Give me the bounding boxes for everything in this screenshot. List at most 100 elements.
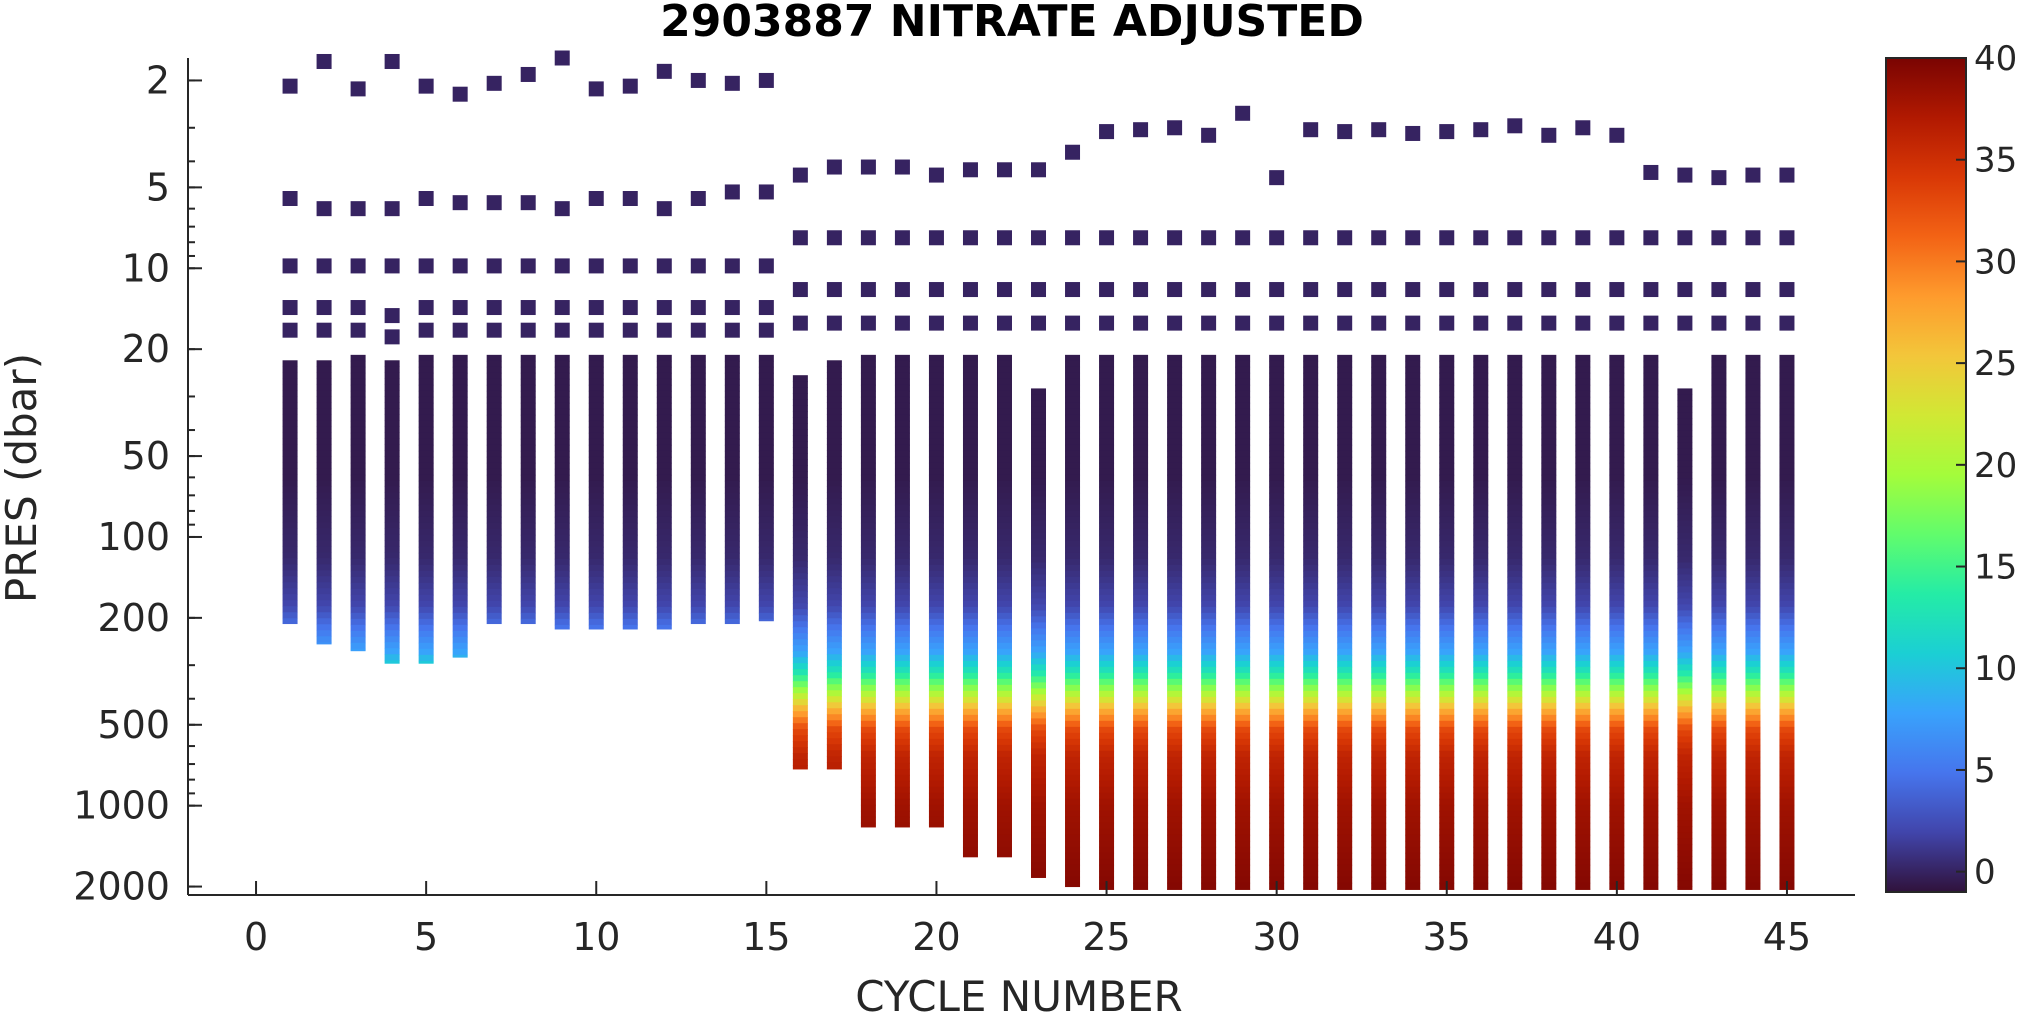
sample-marker	[962, 315, 978, 331]
profile-slice	[1745, 534, 1761, 542]
profile-slice	[1405, 474, 1421, 482]
profile-slice	[1065, 600, 1081, 608]
profile-slice	[1269, 834, 1285, 842]
profile-slice	[1541, 396, 1557, 404]
profile-slice	[350, 540, 366, 548]
profile-slice	[928, 756, 944, 764]
profile-slice	[1133, 624, 1149, 632]
profile-slice	[1473, 840, 1489, 848]
profile-slice	[826, 468, 842, 475]
sample-marker	[520, 66, 536, 82]
profile-slice	[1065, 708, 1081, 716]
profile-slice	[622, 576, 638, 584]
profile-slice	[1507, 804, 1523, 812]
profile-slice	[894, 558, 910, 566]
sample-marker	[656, 63, 672, 79]
profile-slice	[622, 480, 638, 488]
profile-slice	[384, 378, 400, 385]
profile-slice	[1065, 762, 1081, 770]
profile-slice	[350, 594, 366, 602]
profile-slice	[1133, 666, 1149, 674]
profile-slice	[792, 567, 808, 574]
profile-slice	[1473, 714, 1489, 722]
profile-slice	[1201, 552, 1217, 560]
profile-slice	[1439, 534, 1455, 542]
profile-slice	[1609, 678, 1625, 686]
profile-slice	[1065, 810, 1081, 818]
profile-slice	[1235, 564, 1251, 572]
profile-slice	[758, 510, 774, 518]
profile-slice	[1201, 708, 1217, 716]
profile-slice	[1269, 660, 1285, 668]
x-tick-label: 10	[572, 915, 620, 959]
sample-marker	[350, 258, 366, 274]
profile-slice	[1235, 408, 1251, 416]
profile-slice	[1337, 378, 1353, 386]
profile-slice	[928, 546, 944, 554]
profile-slice	[1507, 834, 1523, 842]
profile-slice	[1643, 852, 1659, 860]
profile-slice	[1507, 486, 1523, 494]
sample-marker	[1371, 122, 1387, 138]
profile-slice	[1643, 780, 1659, 788]
profile-slice	[1745, 540, 1761, 548]
profile-slice	[282, 360, 298, 367]
profile-slice	[1507, 660, 1523, 668]
profile-slice	[1779, 522, 1795, 530]
sample-marker	[758, 184, 774, 200]
profile-slice	[1677, 520, 1693, 527]
profile-slice	[1541, 720, 1557, 728]
profile-slice	[316, 372, 332, 379]
profile-slice	[1779, 420, 1795, 428]
profile-slice	[792, 573, 808, 580]
profile-cycle-43	[1711, 170, 1727, 890]
profile-slice	[384, 588, 400, 595]
profile-slice	[1269, 414, 1285, 422]
profile-slice	[1405, 528, 1421, 536]
profile-slice	[894, 546, 910, 554]
profile-slice	[1779, 744, 1795, 752]
profile-slice	[1201, 378, 1217, 386]
profile-slice	[962, 684, 978, 692]
profile-slice	[1473, 582, 1489, 590]
profile-slice	[826, 612, 842, 619]
profile-slice	[1099, 828, 1115, 836]
profile-slice	[1269, 630, 1285, 638]
profile-slice	[1031, 832, 1047, 839]
profile-slice	[1269, 420, 1285, 428]
profile-slice	[1643, 624, 1659, 632]
profile-slice	[928, 534, 944, 542]
profile-slice	[384, 474, 400, 481]
profile-slice	[1269, 720, 1285, 728]
profile-slice	[1031, 598, 1047, 605]
profile-slice	[1065, 690, 1081, 698]
profile-slice	[724, 528, 740, 536]
sample-marker	[1235, 315, 1251, 331]
profile-slice	[1439, 498, 1455, 506]
profile-slice	[520, 618, 536, 625]
profile-slice	[1031, 868, 1047, 875]
profile-slice	[894, 486, 910, 494]
profile-cycle-16	[792, 167, 808, 770]
profile-slice	[1201, 660, 1217, 668]
profile-slice	[1575, 864, 1591, 872]
profile-slice	[656, 420, 672, 428]
profile-slice	[1099, 714, 1115, 722]
profile-slice	[1575, 876, 1591, 884]
profile-slice	[554, 408, 570, 416]
profile-slice	[1405, 690, 1421, 698]
profile-slice	[588, 612, 604, 620]
profile-slice	[1643, 480, 1659, 488]
profile-slice	[588, 366, 604, 374]
profile-slice	[486, 492, 502, 500]
profile-slice	[1167, 654, 1183, 662]
profile-slice	[1371, 720, 1387, 728]
profile-slice	[860, 618, 876, 626]
profile-slice	[826, 474, 842, 481]
profile-slice	[1269, 432, 1285, 440]
sample-marker	[758, 72, 774, 88]
sample-marker	[1405, 315, 1421, 331]
profile-slice	[690, 522, 706, 530]
profile-cycle-37	[1507, 118, 1523, 890]
profile-slice	[1031, 400, 1047, 407]
